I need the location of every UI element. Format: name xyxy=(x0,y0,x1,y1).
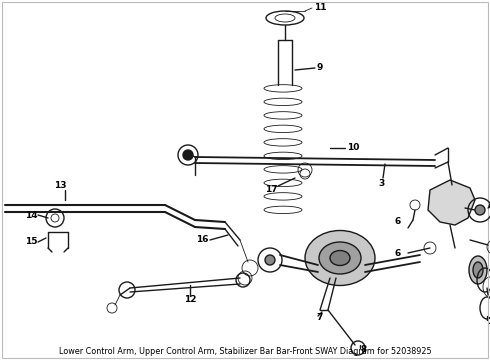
Text: 2: 2 xyxy=(488,291,490,300)
Circle shape xyxy=(265,255,275,265)
Text: Lower Control Arm, Upper Control Arm, Stabilizer Bar Bar-Front SWAY Diagram for : Lower Control Arm, Upper Control Arm, St… xyxy=(59,347,431,356)
Text: 9: 9 xyxy=(316,63,322,72)
Circle shape xyxy=(183,150,193,160)
Text: 14: 14 xyxy=(25,211,38,220)
Text: 15: 15 xyxy=(25,238,38,247)
Text: 6: 6 xyxy=(394,248,400,257)
Text: 4: 4 xyxy=(488,202,490,211)
Text: 3: 3 xyxy=(378,180,384,189)
Ellipse shape xyxy=(473,262,483,278)
Text: 16: 16 xyxy=(196,235,209,244)
Text: 10: 10 xyxy=(347,144,359,153)
Text: 1: 1 xyxy=(487,318,490,327)
Text: 17: 17 xyxy=(265,185,278,194)
Text: 11: 11 xyxy=(314,4,326,13)
Ellipse shape xyxy=(305,230,375,285)
Ellipse shape xyxy=(330,251,350,266)
Text: 8: 8 xyxy=(360,346,366,355)
Text: 13: 13 xyxy=(54,180,66,189)
Ellipse shape xyxy=(319,242,361,274)
Polygon shape xyxy=(428,180,475,225)
Circle shape xyxy=(475,205,485,215)
Text: 12: 12 xyxy=(184,296,196,305)
Text: 7: 7 xyxy=(316,314,322,323)
Ellipse shape xyxy=(469,256,487,284)
Text: 6: 6 xyxy=(394,217,400,226)
